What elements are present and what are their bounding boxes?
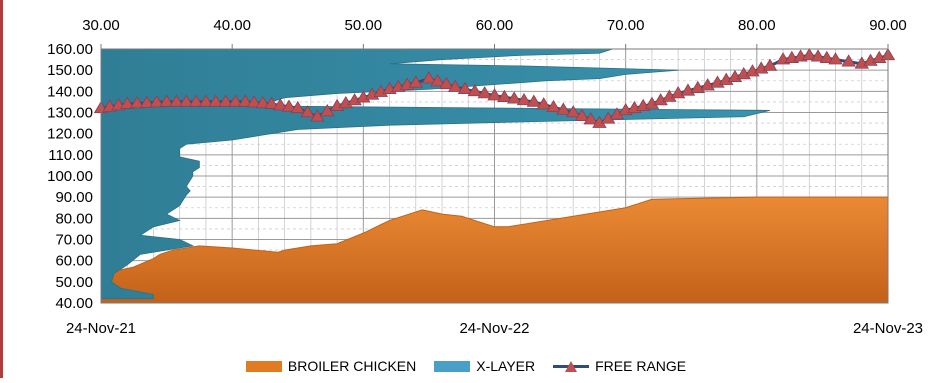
- free-range-marker: [264, 96, 279, 109]
- x-bottom-tick-label: 24-Nov-22: [459, 320, 529, 337]
- y-tick-label: 90.00: [55, 189, 93, 206]
- y-tick-label: 70.00: [55, 232, 93, 249]
- free-range-marker: [421, 71, 437, 84]
- y-tick-label: 60.00: [55, 253, 93, 270]
- axes: 30.00 40.00 50.00 60.00 70.00 80.00 90.00 40.00…: [47, 17, 923, 337]
- free-range-marker: [457, 81, 473, 95]
- y-tick-label: 140.00: [47, 83, 93, 100]
- x-bottom-tick-label: 24-Nov-21: [66, 320, 136, 337]
- legend-label-broiler: BROILER CHICKEN: [287, 358, 417, 374]
- legend-item-broiler: BROILER CHICKEN: [245, 358, 417, 374]
- free-range-marker: [273, 98, 288, 111]
- free-range-marker: [497, 89, 512, 102]
- free-range-marker: [290, 100, 305, 114]
- free-range-marker: [188, 94, 204, 107]
- free-range-marker: [208, 94, 223, 107]
- free-range-marker: [828, 52, 843, 65]
- y-tick-label: 160.00: [47, 41, 93, 58]
- free-range-marker: [246, 95, 262, 108]
- x-bottom-tick-label: 24-Nov-23: [853, 320, 923, 337]
- series-broiler-chicken-area: [100, 196, 889, 304]
- y-tick-label: 100.00: [47, 168, 93, 185]
- legend-item-free-range: FREE RANGE: [553, 358, 686, 374]
- x-top-tick-label: 30.00: [82, 17, 120, 34]
- x-top-tick-label: 60.00: [476, 17, 514, 34]
- free-range-marker: [487, 88, 502, 101]
- free-range-marker: [300, 105, 315, 118]
- free-range-marker: [506, 91, 522, 104]
- series-x-layer-area: [100, 48, 771, 300]
- free-range-marker: [139, 95, 155, 108]
- legend-label-free-range: FREE RANGE: [595, 358, 687, 374]
- legend-item-x-layer: X-LAYER: [434, 358, 535, 374]
- left-border-rule: [0, 0, 3, 378]
- x-top-tick-label: 70.00: [607, 17, 645, 34]
- x-top-tick-label: 90.00: [869, 17, 907, 34]
- free-range-marker: [430, 74, 445, 87]
- free-range-marker: [228, 94, 243, 107]
- free-range-marker: [218, 94, 233, 107]
- free-range-marker: [802, 47, 817, 61]
- free-range-marker: [439, 76, 454, 90]
- free-range-marker: [179, 94, 194, 107]
- free-range-marker: [810, 49, 826, 62]
- y-tick-label: 110.00: [48, 147, 93, 164]
- free-range-marker: [583, 112, 598, 125]
- x-top-tick-label: 80.00: [738, 17, 776, 34]
- free-range-marker: [819, 50, 834, 63]
- free-range-marker: [281, 99, 297, 112]
- free-range-marker: [546, 99, 561, 113]
- free-range-marker: [574, 108, 590, 121]
- free-range-marker: [477, 86, 492, 99]
- free-range-marker: [447, 79, 463, 92]
- free-range-marker: [536, 97, 551, 110]
- y-tick-label: 130.00: [47, 105, 93, 122]
- y-tick-label: 40.00: [55, 295, 93, 312]
- free-range-marker: [841, 54, 856, 67]
- legend-swatch-x-layer: [434, 360, 471, 372]
- free-range-marker: [467, 83, 483, 97]
- legend: BROILER CHICKEN X-LAYER FREE RANGE: [0, 357, 932, 375]
- y-tick-label: 80.00: [55, 210, 93, 227]
- free-range-marker: [408, 75, 424, 88]
- free-range-marker: [565, 105, 581, 118]
- x-top-tick-label: 50.00: [345, 17, 383, 34]
- free-range-marker: [255, 95, 270, 109]
- y-tick-label: 150.00: [47, 62, 93, 79]
- free-range-marker: [516, 92, 532, 106]
- legend-label-x-layer: X-LAYER: [476, 358, 536, 374]
- legend-swatch-broiler: [245, 360, 282, 372]
- free-range-marker: [129, 96, 145, 109]
- free-range-marker: [526, 94, 542, 107]
- free-range-marker: [120, 96, 135, 109]
- x-top-tick-label: 40.00: [213, 17, 251, 34]
- series-layer: [93, 47, 896, 304]
- free-range-marker: [169, 94, 184, 107]
- free-range-marker: [149, 95, 164, 108]
- free-range-marker: [238, 94, 253, 107]
- free-range-marker: [556, 102, 571, 115]
- legend-line-marker-icon: [553, 360, 590, 372]
- free-range-marker: [198, 94, 214, 107]
- y-tick-label: 50.00: [55, 274, 93, 291]
- y-tick-label: 120.00: [47, 126, 93, 143]
- free-range-marker: [762, 58, 778, 71]
- free-range-marker: [159, 94, 174, 107]
